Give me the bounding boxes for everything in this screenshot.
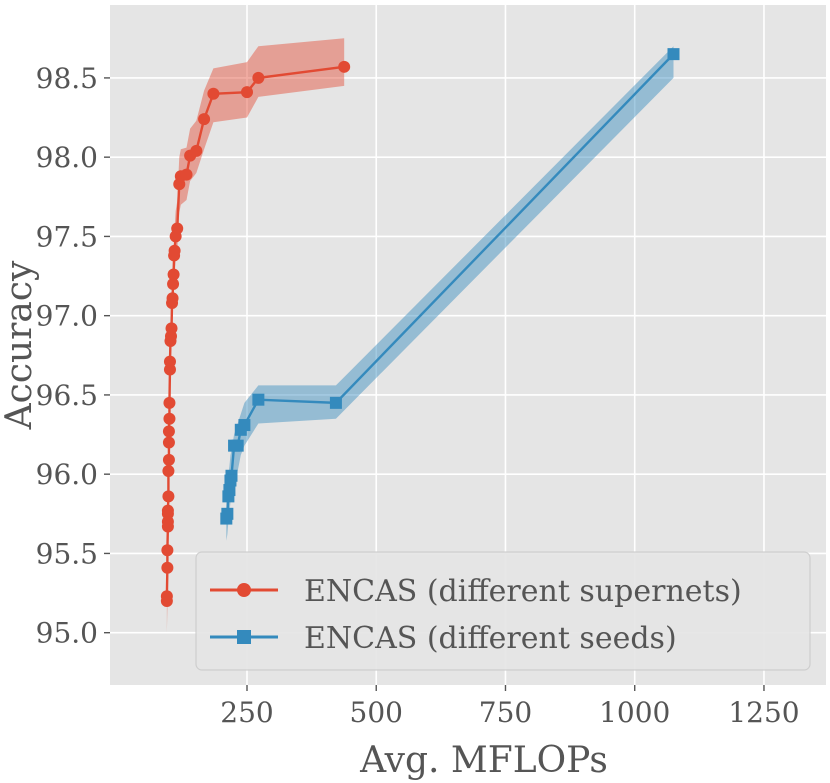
data-point (168, 244, 181, 257)
data-point (240, 86, 253, 99)
data-point (231, 439, 244, 452)
data-point (223, 484, 236, 497)
data-point (167, 277, 180, 290)
data-point (162, 436, 175, 449)
series-markers (160, 48, 680, 607)
data-point (221, 507, 234, 520)
y-tick-label: 95.0 (36, 617, 98, 650)
legend: ENCAS (different supernets) ENCAS (diffe… (195, 551, 811, 671)
data-point (238, 419, 251, 432)
data-point (338, 60, 351, 73)
data-point (198, 113, 211, 126)
y-axis-ticks: 95.0 95.5 96.0 96.5 97.0 97.5 98.0 98.5 (36, 62, 110, 650)
x-axis-ticks: 250 500 750 1000 1250 (220, 685, 800, 729)
y-tick-label: 97.0 (36, 300, 98, 333)
y-tick-label: 96.0 (36, 458, 98, 491)
y-tick-label: 98.5 (36, 62, 98, 95)
data-point (225, 469, 238, 482)
y-tick-label: 96.5 (36, 379, 98, 412)
y-tick-label: 98.0 (36, 141, 98, 174)
data-point (161, 544, 174, 557)
legend-box (195, 551, 811, 671)
data-point (161, 561, 174, 574)
data-point (163, 355, 176, 368)
data-point (160, 590, 173, 603)
x-axis-label: Avg. MFLOPs (359, 740, 608, 781)
data-point (163, 396, 176, 409)
x-tick-label: 250 (220, 696, 273, 729)
legend-marker-supernets (237, 583, 251, 597)
data-point (252, 393, 265, 406)
data-point (162, 425, 175, 438)
x-tick-label: 750 (479, 696, 532, 729)
x-tick-label: 1250 (728, 696, 799, 729)
data-point (166, 292, 179, 305)
data-point (190, 144, 203, 157)
y-tick-label: 97.5 (36, 220, 98, 253)
data-point (180, 168, 193, 181)
y-tick-label: 95.5 (36, 537, 98, 570)
data-point (162, 465, 175, 478)
data-point (165, 322, 178, 335)
data-point (329, 396, 342, 409)
legend-label-seeds: ENCAS (different seeds) (304, 621, 677, 656)
x-tick-label: 500 (350, 696, 403, 729)
x-tick-label: 1000 (599, 696, 670, 729)
data-point (162, 490, 175, 503)
data-point (162, 453, 175, 466)
data-point (207, 87, 220, 100)
data-point (161, 504, 174, 517)
legend-marker-seeds (237, 630, 251, 644)
data-point (171, 222, 184, 235)
data-point (252, 71, 265, 84)
data-point (163, 412, 176, 425)
legend-label-supernets: ENCAS (different supernets) (304, 574, 742, 609)
data-point (167, 268, 180, 281)
y-axis-label: Accuracy (0, 260, 40, 430)
data-point (667, 48, 680, 61)
